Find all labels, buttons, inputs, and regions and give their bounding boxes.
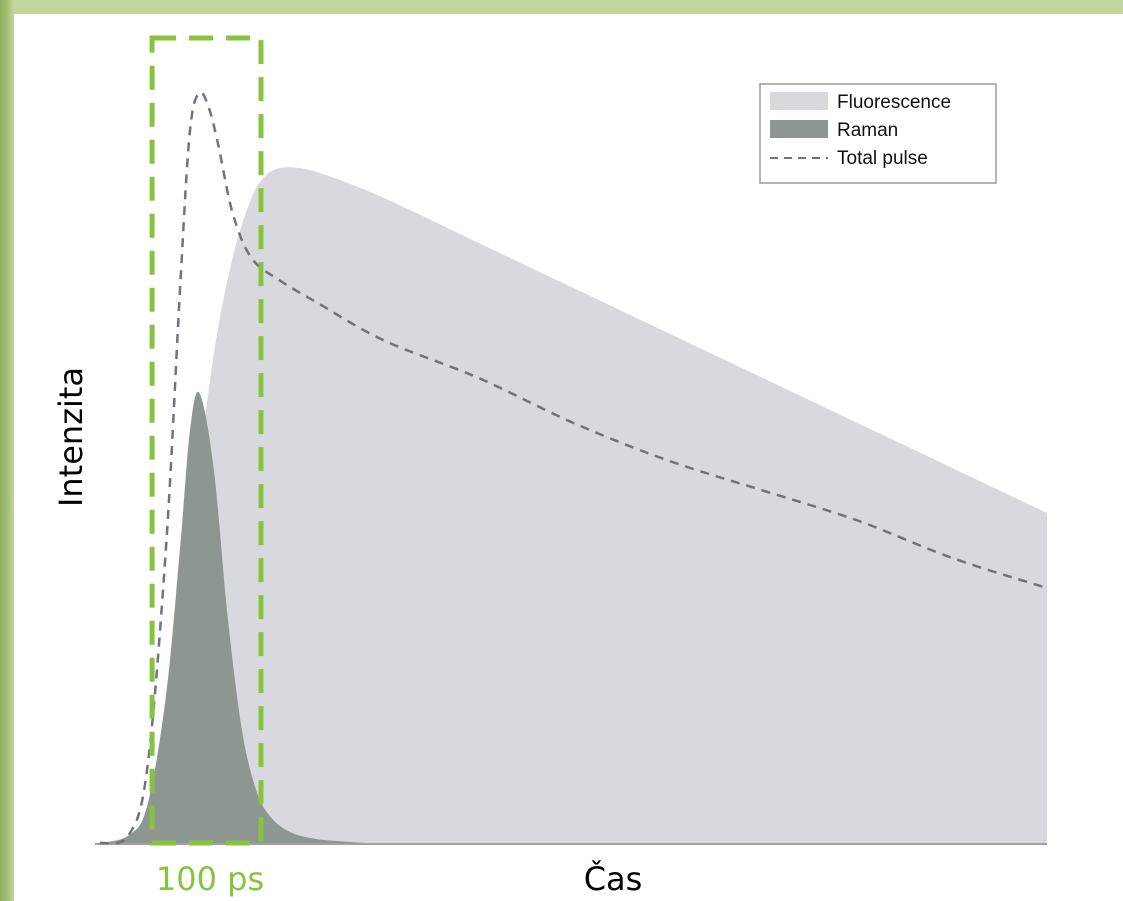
legend: Fluorescence Raman Total pulse [759,83,997,184]
y-axis-label: Intenzita [52,367,90,507]
legend-swatch-fluorescence [770,92,828,110]
legend-label-total-pulse: Total pulse [837,148,928,169]
highlight-window-rect [149,35,264,846]
chart-lines [99,90,1048,845]
legend-swatch-raman [770,120,828,138]
chart-areas [100,167,1047,844]
x-axis-label: Čas [584,859,643,898]
series-line-total-pulse [99,90,1048,845]
series-area-fluorescence [100,167,1047,844]
window-annotation: 100 ps [156,860,264,898]
highlight-window [149,35,264,846]
legend-label-raman: Raman [837,120,898,141]
series-area-raman [100,391,366,843]
legend-label-fluorescence: Fluorescence [837,92,951,113]
legend-box [759,83,997,184]
